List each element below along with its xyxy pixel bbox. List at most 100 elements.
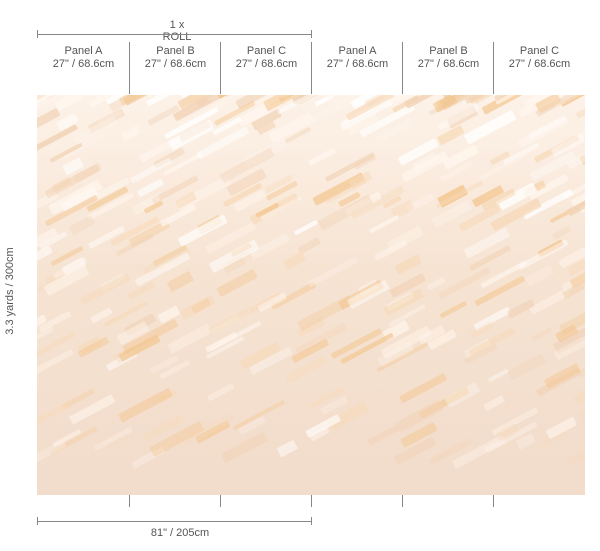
brush-stroke — [309, 427, 330, 442]
brush-stroke — [400, 422, 438, 448]
brush-stroke — [566, 152, 585, 170]
brush-stroke — [295, 323, 347, 355]
brush-stroke — [440, 301, 467, 318]
brush-stroke — [523, 95, 560, 107]
brush-stroke — [338, 280, 384, 310]
brush-stroke — [397, 138, 439, 166]
brush-stroke — [118, 334, 161, 362]
brush-stroke — [297, 237, 321, 254]
brush-stroke — [452, 435, 506, 469]
brush-stroke — [178, 214, 228, 247]
brush-stroke — [389, 273, 426, 298]
brush-stroke — [216, 269, 258, 297]
brush-stroke — [438, 267, 491, 299]
brush-stroke — [401, 151, 449, 182]
brush-stroke — [345, 192, 382, 216]
panel-size: 27" / 68.6cm — [326, 57, 389, 70]
brush-stroke — [116, 233, 154, 256]
brush-stroke — [578, 403, 585, 421]
brush-stroke — [142, 415, 184, 442]
panel-label-2: Panel B 27" / 68.6cm — [130, 45, 221, 70]
brush-stroke — [249, 193, 299, 225]
brush-stroke — [88, 95, 120, 106]
brush-stroke — [472, 185, 504, 207]
panel-name: Panel C — [519, 45, 560, 57]
brush-stroke — [62, 132, 106, 159]
panel-divider-top — [129, 42, 130, 94]
brush-stroke — [163, 152, 203, 176]
brush-stroke — [528, 174, 569, 200]
brush-stroke — [37, 124, 78, 151]
panel-name: Panel B — [429, 45, 468, 57]
brush-stroke — [233, 400, 285, 430]
brush-stroke — [382, 196, 402, 209]
brush-stroke — [243, 138, 288, 168]
roll-dimension-line — [37, 34, 312, 35]
brush-stroke — [331, 328, 382, 359]
brush-stroke — [443, 144, 479, 170]
brush-stroke — [305, 414, 341, 438]
brush-stroke — [48, 179, 103, 215]
brush-stroke — [207, 383, 235, 401]
brush-stroke — [146, 95, 183, 107]
panel-size: 27" / 68.6cm — [508, 57, 571, 70]
brush-stroke — [69, 215, 95, 235]
brush-stroke — [240, 342, 281, 370]
brush-stroke — [150, 355, 178, 374]
brush-stroke — [235, 95, 286, 109]
brush-stroke — [327, 402, 369, 430]
brush-stroke — [369, 215, 399, 234]
brush-stroke — [436, 181, 483, 208]
brush-stroke — [297, 317, 325, 337]
brush-stroke — [507, 353, 546, 380]
wallpaper-pattern — [37, 95, 585, 495]
brush-stroke — [406, 193, 435, 213]
brush-stroke — [479, 152, 527, 180]
brush-stroke — [37, 108, 61, 140]
panel-label-1: Panel A 27" / 68.6cm — [38, 45, 129, 70]
panel-divider-top — [402, 42, 403, 94]
brush-stroke — [428, 438, 473, 465]
brush-stroke — [157, 305, 180, 324]
brush-stroke — [93, 427, 133, 451]
brush-stroke — [167, 271, 194, 292]
brush-stroke — [206, 336, 244, 359]
brush-stroke — [483, 395, 505, 411]
brush-stroke — [153, 245, 187, 266]
brush-stroke — [490, 151, 510, 165]
brush-stroke — [44, 164, 100, 198]
brush-stroke — [469, 322, 493, 339]
brush-stroke — [180, 295, 215, 320]
brush-stroke — [347, 280, 390, 309]
brush-stroke — [381, 325, 432, 359]
brush-stroke — [127, 281, 155, 300]
brush-stroke — [257, 292, 287, 312]
brush-stroke — [43, 265, 89, 296]
brush-stroke — [77, 336, 110, 358]
brush-stroke — [350, 95, 391, 108]
brush-stroke — [496, 423, 520, 441]
brush-stroke — [160, 204, 197, 227]
width-dimension-line — [37, 521, 312, 522]
brush-stroke — [491, 407, 539, 436]
brush-stroke — [37, 95, 70, 119]
brush-stroke — [37, 332, 76, 358]
brush-stroke — [233, 189, 266, 212]
brush-stroke — [69, 394, 115, 424]
roll-left-tick — [37, 30, 38, 38]
brush-stroke — [573, 381, 585, 407]
brush-stroke — [303, 95, 358, 127]
brush-stroke — [249, 346, 293, 375]
brush-stroke — [427, 329, 457, 350]
brush-stroke — [291, 339, 329, 363]
brush-stroke — [481, 188, 516, 211]
brush-stroke — [552, 226, 572, 240]
brush-stroke — [147, 105, 180, 126]
brush-stroke — [37, 245, 53, 266]
brush-stroke — [266, 181, 298, 201]
brush-stroke — [569, 269, 585, 289]
brush-stroke — [545, 416, 577, 439]
brush-stroke — [294, 220, 318, 235]
panel-divider-bottom — [493, 495, 494, 507]
brush-stroke — [238, 416, 266, 435]
